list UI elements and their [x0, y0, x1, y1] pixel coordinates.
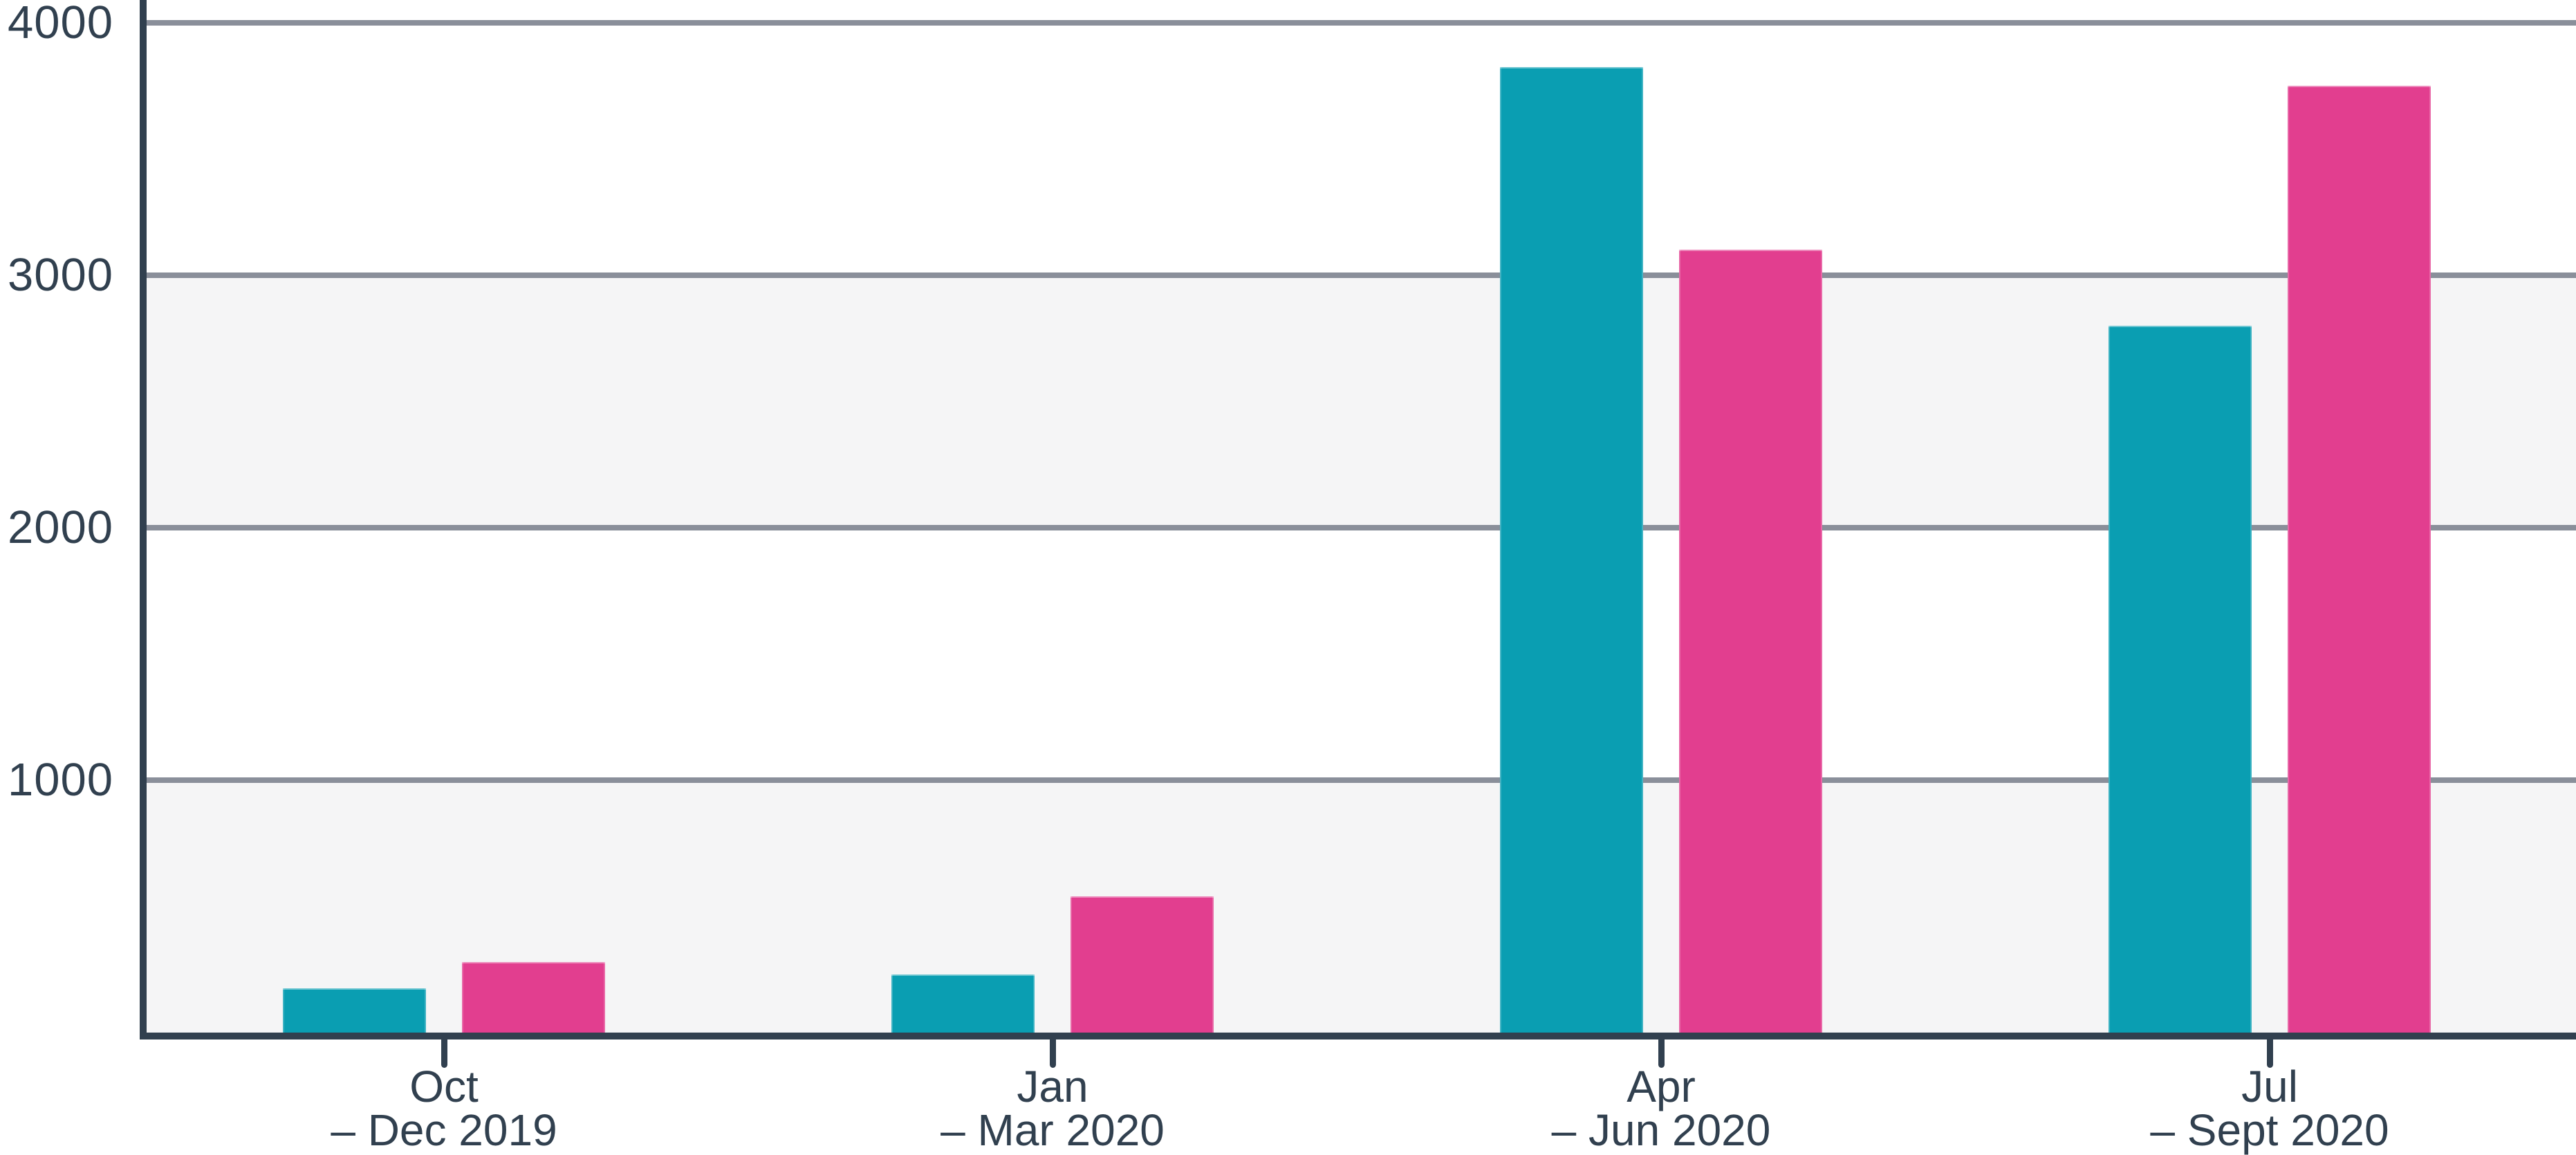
x-axis-label-line2: – Jun 2020: [1551, 1105, 1771, 1155]
y-axis-tick-label: 4000: [7, 0, 113, 48]
x-axis-tick: [441, 1035, 447, 1068]
gridline: [143, 524, 2576, 530]
x-axis-label-line2: – Dec 2019: [331, 1105, 557, 1155]
y-axis-line: [140, 0, 147, 1040]
x-axis-tick: [2267, 1035, 2273, 1068]
bar-pink-group-2: [1071, 896, 1214, 1033]
bar-teal-group-2: [891, 974, 1035, 1033]
y-axis-tick-label: 3000: [7, 248, 113, 301]
bar-teal-group-1: [283, 988, 426, 1033]
x-axis-label: Jan – Mar 2020: [831, 1062, 1274, 1155]
x-axis-label-line2: – Sept 2020: [2150, 1105, 2389, 1155]
x-axis-label-line1: Jul: [2241, 1062, 2298, 1111]
x-axis-label-line2: – Mar 2020: [940, 1105, 1165, 1155]
gridline: [143, 272, 2576, 278]
gridline: [143, 19, 2576, 26]
x-axis-label: Apr – Jun 2020: [1440, 1062, 1882, 1155]
bar-pink-group-4: [2288, 86, 2431, 1033]
x-axis-line: [140, 1033, 2576, 1040]
gridline: [143, 777, 2576, 783]
bar-teal-group-4: [2109, 325, 2252, 1033]
x-axis-label-line1: Apr: [1627, 1062, 1696, 1111]
x-axis-tick: [1050, 1035, 1056, 1068]
x-axis-label: Jul – Sept 2020: [2048, 1062, 2491, 1155]
bar-pink-group-3: [1679, 250, 1822, 1033]
bar-pink-group-1: [462, 961, 605, 1033]
x-axis-label-line1: Jan: [1017, 1062, 1088, 1111]
y-axis-tick-label: 2000: [7, 501, 113, 553]
x-axis-tick: [1658, 1035, 1665, 1068]
bar-teal-group-3: [1500, 66, 1643, 1033]
y-axis-tick-label: 1000: [7, 753, 113, 806]
x-axis-label: Oct – Dec 2019: [223, 1062, 665, 1155]
x-axis-label-line1: Oct: [409, 1062, 479, 1111]
